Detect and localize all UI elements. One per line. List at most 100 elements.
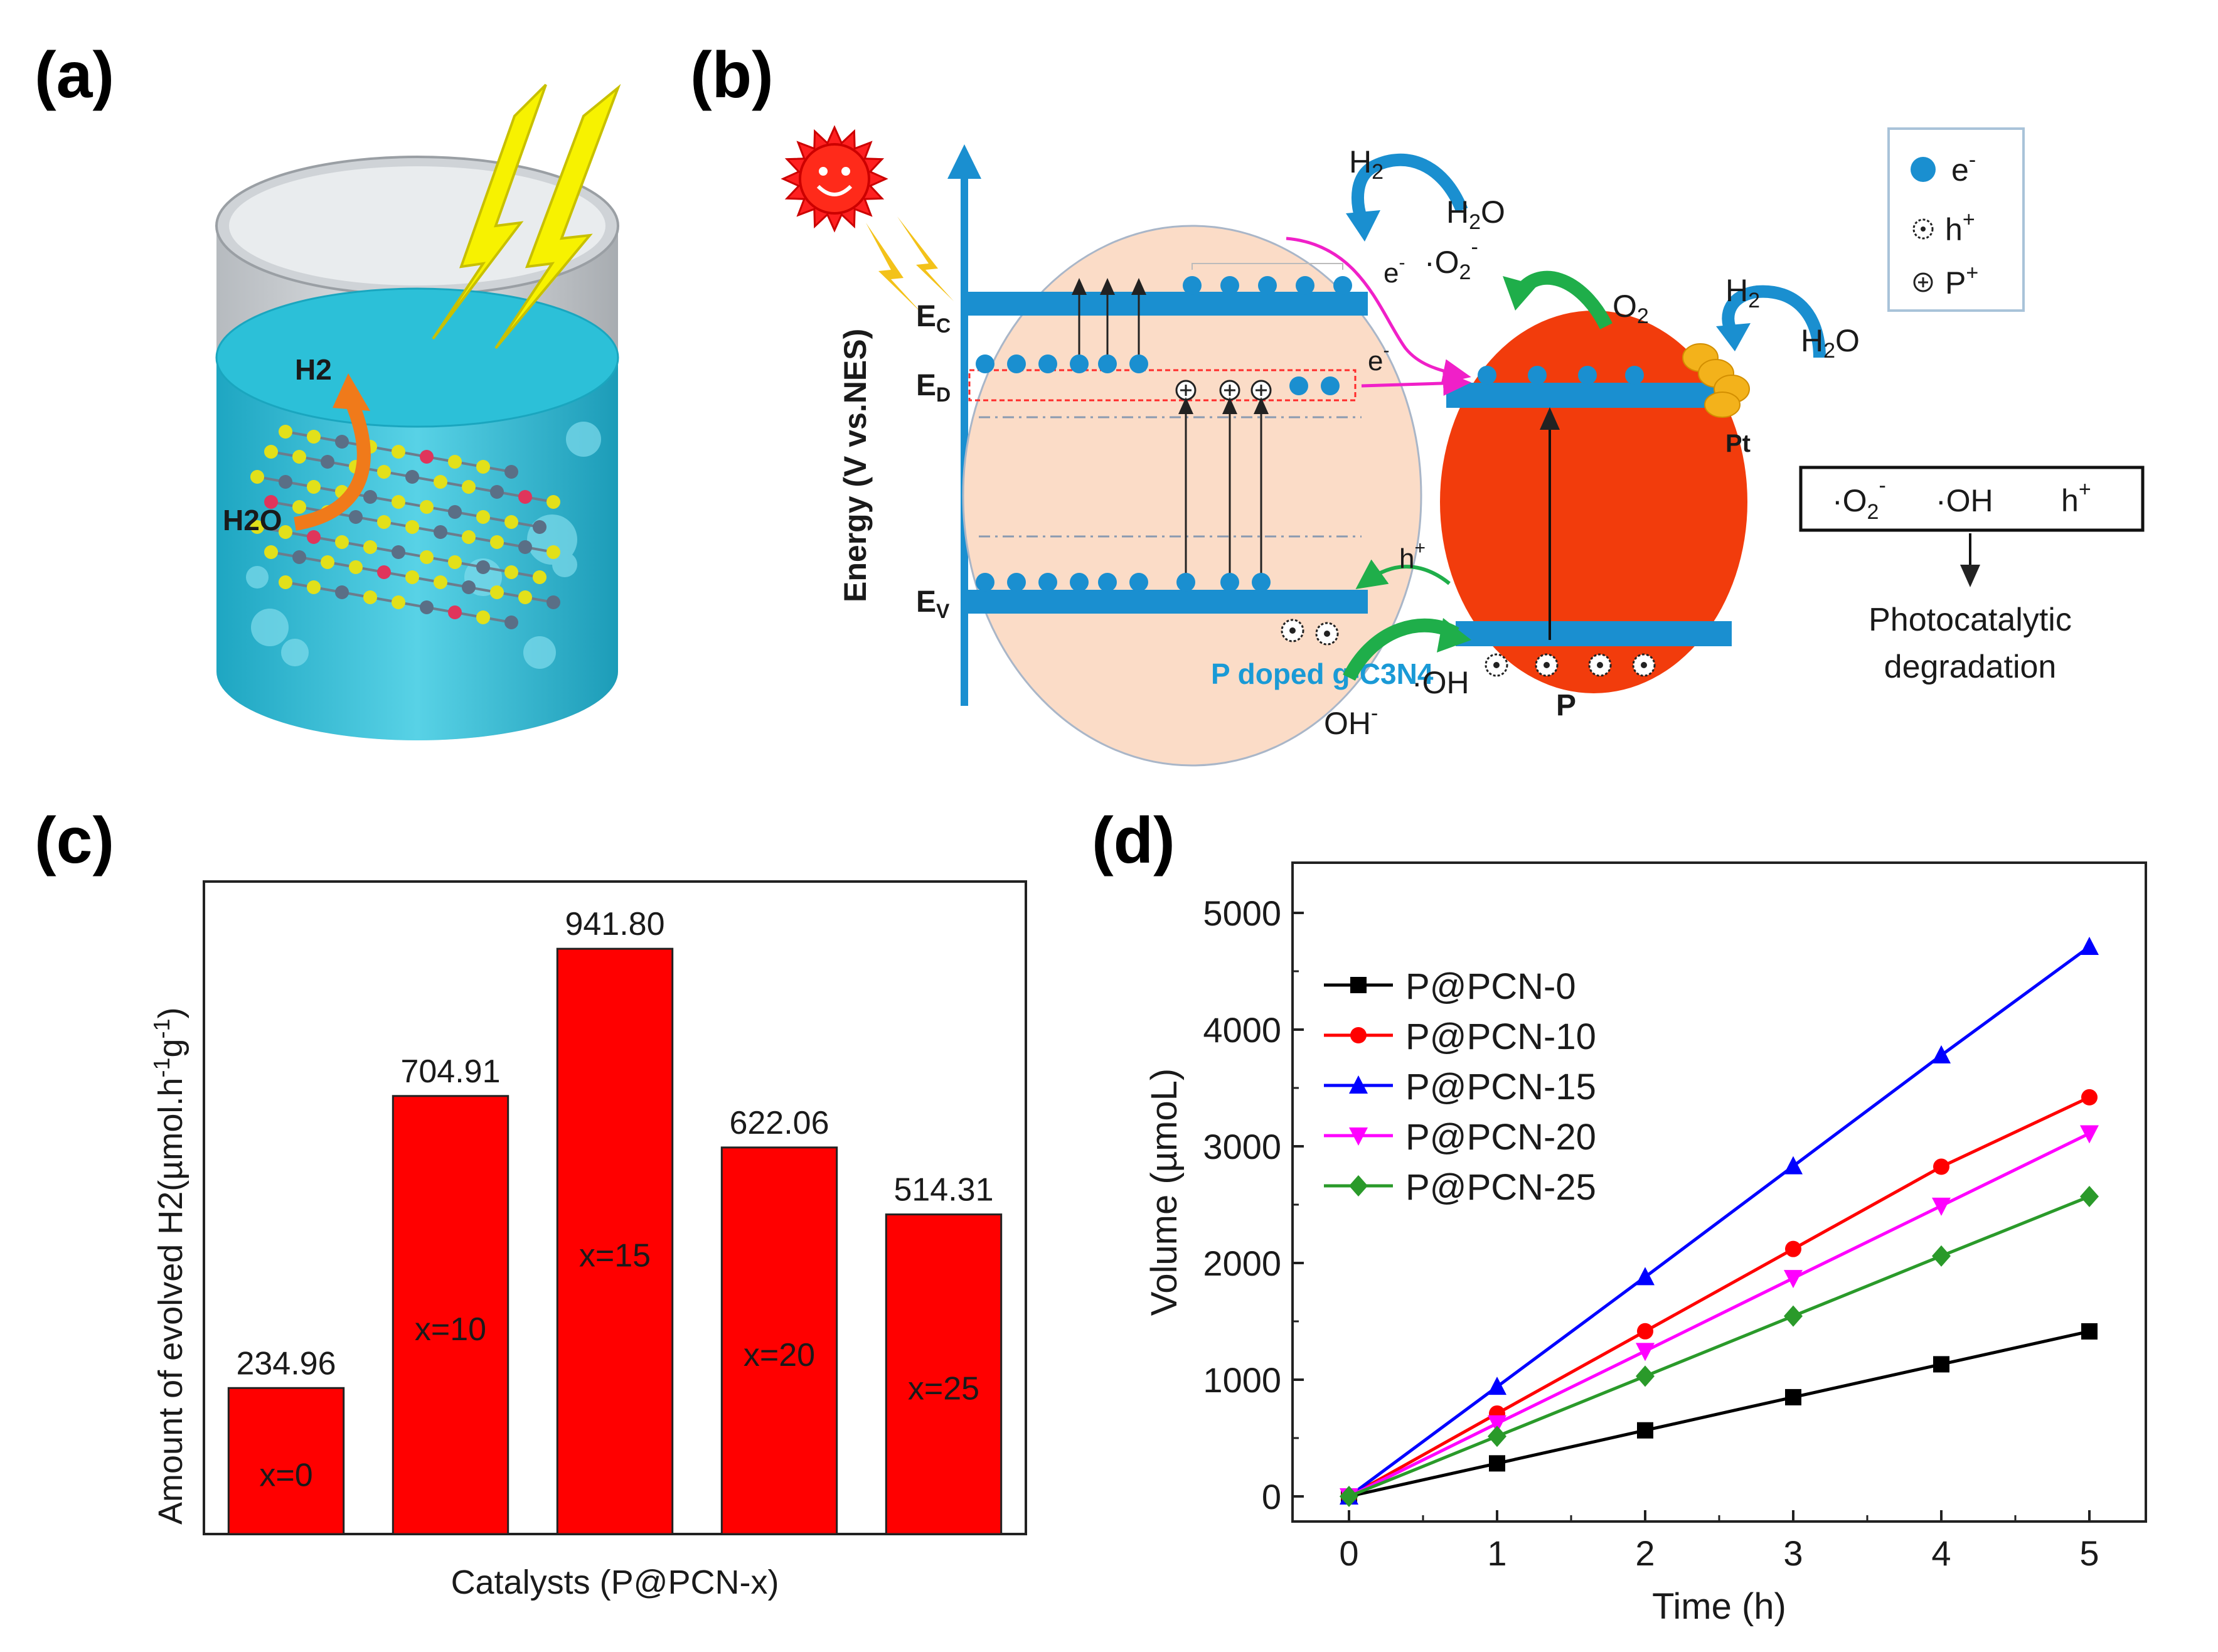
lattice-atom: [547, 595, 560, 609]
line-chart-y-label: Volume (µmoL): [1144, 1068, 1185, 1316]
lattice-atom: [476, 460, 490, 474]
p-plus-legend-icon: [1913, 272, 1933, 292]
y-tick-label: 0: [1262, 1477, 1281, 1516]
lattice-atom: [448, 455, 462, 469]
bar-0: [227, 1387, 345, 1535]
bar-chart-x-label: Catalysts (P@PCN-x): [451, 1564, 779, 1601]
lattice-atom: [264, 545, 278, 559]
panel-c-bar-chart: 234.96 x=0 704.91 x=10 941.80 x=15 622.06 x=20 5…: [149, 880, 1027, 1601]
bar-category-label-1: x=10: [415, 1311, 486, 1348]
water-split-arrow: [294, 398, 371, 531]
oh-radical-label: ·OH: [1412, 665, 1469, 700]
bar-series: 234.96 x=0 704.91 x=10 941.80 x=15 622.06 x=20 5…: [227, 906, 1003, 1535]
pt-particles: [1682, 343, 1750, 418]
cb-bracket: [1192, 263, 1343, 270]
energy-axis-label: Energy (V vs.NES): [838, 329, 873, 602]
valence-band: [966, 590, 1368, 614]
lattice-atom: [434, 575, 447, 589]
lattice-atom: [462, 580, 476, 594]
h2-right-label: H2: [1725, 273, 1760, 312]
bar-category-label-2: x=15: [579, 1238, 651, 1274]
data-point-3-1: [1488, 1415, 1506, 1434]
radicals-box: [1799, 466, 2145, 532]
y-tick-label: 2000: [1203, 1244, 1281, 1283]
series-line-4: [1348, 1195, 2090, 1498]
lattice-atom: [335, 535, 349, 549]
lattice-atom: [335, 435, 349, 449]
data-point-2-1: [1488, 1377, 1506, 1395]
bar-value-label-3: 622.06: [729, 1105, 829, 1141]
p-valence-band: [1456, 621, 1732, 646]
ev-label: EV: [916, 585, 950, 622]
vb-holes: [1281, 619, 1339, 646]
bar-value-label-4: 514.31: [893, 1172, 993, 1208]
lattice-atom: [547, 545, 560, 559]
data-point-3-4: [1932, 1197, 1951, 1216]
water-body: [216, 358, 618, 740]
water-split-arrowhead: [333, 373, 370, 411]
lattice-atom: [363, 540, 377, 554]
lattice-atom: [264, 495, 278, 509]
lattice-atom: [518, 540, 532, 554]
lattice-atom: [504, 565, 518, 579]
legend-marker-1: [1350, 1027, 1367, 1043]
bar-chart-y-label: Amount of evolved H2(µmol.h-1g-1): [149, 1007, 189, 1525]
lattice-atom: [377, 565, 391, 579]
legend-label-3: P@PCN-20: [1405, 1117, 1596, 1158]
lattice-atom: [420, 500, 434, 514]
legend-label-1: P@PCN-10: [1405, 1016, 1596, 1057]
data-point-0-3: [1785, 1388, 1801, 1405]
lightning-icon: [432, 83, 621, 349]
lattice-atom: [547, 495, 560, 509]
legend-marker-3: [1349, 1127, 1368, 1146]
x-tick-label: 4: [1931, 1533, 1951, 1573]
panel-label-b: (b): [690, 39, 774, 112]
bar-category-label-0: x=0: [259, 1457, 312, 1494]
data-point-3-2: [1636, 1343, 1655, 1362]
o2-reduction-arrowhead: [1503, 276, 1537, 311]
x-tick-label: 3: [1783, 1533, 1803, 1573]
p-cb-electrons: [1478, 366, 1644, 385]
lattice-atom: [392, 595, 405, 609]
lattice-atom: [392, 445, 405, 459]
data-point-0-5: [2081, 1323, 2098, 1340]
lattice-atom: [250, 470, 264, 484]
gcn-label: P doped g-C3N4: [1211, 658, 1434, 690]
data-point-4-0: [1340, 1486, 1358, 1507]
h2o-top-label: H2O: [1446, 195, 1505, 234]
x-tick-label: 5: [2079, 1533, 2099, 1573]
lattice-atom: [490, 535, 504, 549]
legend-label-2: P@PCN-15: [1405, 1067, 1596, 1107]
data-point-0-1: [1489, 1455, 1505, 1472]
oh-oxidation-arrowhead: [1437, 618, 1471, 653]
data-point-0-4: [1933, 1356, 1949, 1373]
y-tick-label: 4000: [1203, 1010, 1281, 1050]
y-tick-label: 5000: [1203, 893, 1281, 933]
series-line-3: [1348, 1132, 2091, 1498]
lattice-atom: [279, 475, 292, 489]
series-line-1: [1348, 1095, 2091, 1498]
data-point-4-4: [1932, 1245, 1951, 1267]
data-point-4-1: [1488, 1426, 1506, 1447]
water-surface: [215, 287, 619, 428]
bar-4: [885, 1213, 1003, 1535]
lattice-atom: [307, 580, 321, 594]
x-tick-label: 2: [1635, 1533, 1655, 1573]
degradation-text-line2: degradation: [1884, 649, 2057, 685]
lattice-atom: [292, 550, 306, 564]
pt-label: Pt: [1725, 430, 1751, 457]
y-tick-label: 1000: [1203, 1360, 1281, 1400]
degradation-text-line1: Photocatalytic: [1869, 602, 2072, 638]
lattice-atom: [490, 585, 504, 599]
lattice-atom: [476, 610, 490, 624]
species-legend-box: [1887, 127, 2025, 312]
bar-2: [556, 947, 674, 1535]
bar-category-label-4: x=25: [908, 1370, 979, 1407]
lattice-atom: [504, 465, 518, 479]
radicals-box-oh: ·OH: [1936, 483, 1993, 518]
p-conduction-band: [1446, 383, 1732, 408]
lattice-atom: [420, 550, 434, 564]
lattice-atom: [462, 530, 476, 544]
electron-transfer-arrow-2: [1361, 370, 1471, 396]
